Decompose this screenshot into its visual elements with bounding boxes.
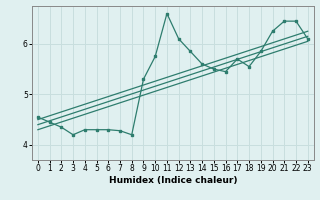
X-axis label: Humidex (Indice chaleur): Humidex (Indice chaleur) bbox=[108, 176, 237, 185]
